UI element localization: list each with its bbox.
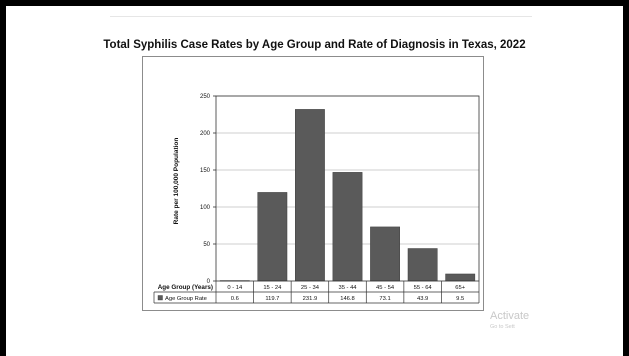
bars	[219, 109, 476, 282]
bar	[407, 248, 438, 282]
bar	[445, 273, 476, 282]
bar	[370, 226, 400, 282]
y-tick-label: 250	[200, 94, 211, 100]
x-tick-label: 25 - 34	[301, 285, 320, 291]
x-tick-label: 45 - 54	[376, 285, 395, 291]
data-label: 43.9	[417, 296, 428, 302]
x-tick-label: 0 - 14	[227, 285, 243, 291]
data-label: 231.9	[303, 296, 318, 302]
watermark-line-2: Go to Sett	[490, 324, 515, 330]
data-label: 9.5	[456, 296, 464, 302]
axes: 0 50 100 150 200 250	[200, 94, 480, 285]
x-tick-label: 65+	[455, 285, 465, 291]
bar	[257, 192, 288, 282]
data-label: 73.1	[379, 296, 390, 302]
chart-title: Total Syphilis Case Rates by Age Group a…	[103, 39, 526, 51]
x-tick-label: 35 - 44	[338, 285, 357, 291]
x-axis-label: Age Group (Years)	[158, 284, 213, 291]
watermark-line-1: Activate	[490, 310, 530, 322]
y-tick-label: 50	[203, 242, 210, 248]
activate-windows-watermark: Activate Go to Sett	[490, 310, 529, 330]
x-tick-label: 55 - 64	[414, 285, 433, 291]
legend-label: Age Group Rate	[165, 296, 207, 302]
y-tick-label: 100	[200, 205, 211, 211]
data-label: 0.6	[231, 296, 239, 302]
plot-area-border	[215, 95, 480, 282]
y-tick-label: 150	[200, 168, 211, 174]
y-axis-label: Rate per 100,000 Population	[173, 138, 180, 225]
y-tick-label: 0	[207, 279, 211, 285]
x-tick-label: 15 - 24	[263, 285, 282, 291]
bar	[332, 172, 363, 282]
bar	[295, 109, 325, 282]
y-tick-label: 200	[200, 131, 211, 137]
data-table: Age Group (Years) Age Group Rate 0 - 14 0.6…	[153, 281, 480, 304]
divider	[110, 16, 532, 17]
data-label: 119.7	[265, 296, 279, 302]
data-label: 146.8	[340, 296, 355, 302]
legend-swatch	[157, 295, 163, 301]
